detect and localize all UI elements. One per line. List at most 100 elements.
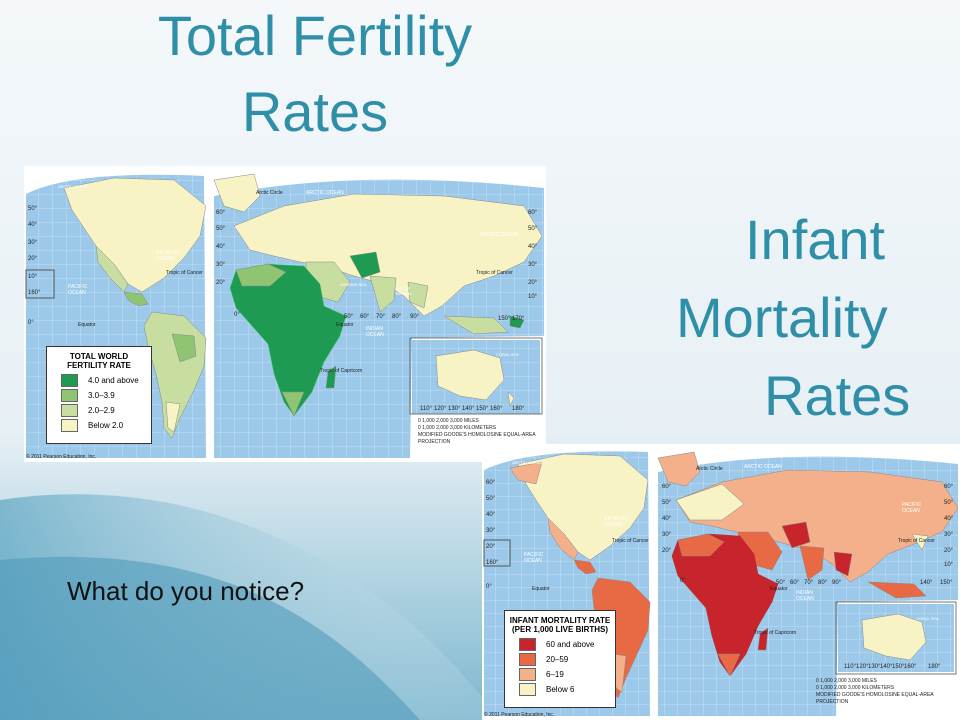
label-pacific-ocean-east: PACIFIC OCEAN — [480, 232, 519, 238]
legend-swatch — [519, 638, 536, 651]
svg-text:40°: 40° — [486, 512, 496, 518]
svg-text:30°: 30° — [944, 532, 954, 538]
indonesia — [867, 581, 927, 599]
title-line-2: Rates — [241, 80, 389, 143]
svg-text:10°: 10° — [528, 294, 538, 300]
mortality-map-graphic: 60°50°40° 30°20°160° 0°60°50° 40°30°20° … — [483, 451, 959, 716]
svg-text:180°: 180° — [928, 664, 941, 670]
mortality-legend-title-1: INFANT MORTALITY RATE — [509, 616, 611, 625]
svg-text:0°: 0° — [680, 578, 686, 584]
m-label-equator-west: Equator — [532, 586, 550, 592]
svg-text:90°: 90° — [410, 314, 420, 320]
svg-text:160°: 160° — [490, 406, 503, 412]
svg-text:30°: 30° — [528, 262, 538, 268]
legend-item: 20–59 — [519, 653, 607, 666]
m-label-arctic-ocean: ARCTIC OCEAN — [512, 460, 543, 465]
legend-swatch — [61, 389, 78, 402]
m-label-tropic-cancer-west: Tropic of Cancer — [612, 538, 649, 544]
legend-item: Below 2.0 — [61, 419, 143, 432]
svg-text:140°: 140° — [462, 406, 475, 412]
north-america — [63, 177, 207, 293]
svg-text:20°: 20° — [28, 256, 38, 262]
svg-text:30°: 30° — [216, 262, 226, 268]
mortality-scale: 0 1,000 2,000 3,000 MILES 0 1,000 2,000 … — [816, 678, 934, 705]
central-america — [573, 559, 597, 575]
fertility-legend: TOTAL WORLD FERTILITY RATE 4.0 and above… — [46, 346, 152, 444]
svg-text:160°: 160° — [28, 290, 41, 296]
mortality-map: 60° 50° 40° 30° 20° 160° 0° 60° 50° 40° 30° 20° … — [482, 444, 960, 720]
legend-swatch — [61, 419, 78, 432]
svg-text:30°: 30° — [486, 528, 496, 534]
m-label-arctic-circle: Arctic Circle — [696, 466, 723, 472]
fertility-legend-title-2: FERTILITY RATE — [67, 361, 131, 370]
svg-text:60°: 60° — [216, 210, 226, 216]
label-tropic-capricorn: Tropic of Capricorn — [320, 368, 363, 374]
legend-item: Below 6 — [519, 683, 607, 696]
mortality-legend: INFANT MORTALITY RATE (PER 1,000 LIVE BI… — [504, 610, 616, 708]
question-text: What do you notice? — [67, 576, 305, 606]
infant-title-line-3: Rates — [764, 364, 911, 427]
label-arabian-sea: ARABIAN SEA — [340, 282, 367, 287]
svg-text:130°: 130° — [448, 406, 461, 412]
label-arctic-ocean: ARCTIC OCEAN — [58, 184, 89, 189]
svg-text:80°: 80° — [818, 580, 828, 586]
svg-text:50°: 50° — [776, 580, 786, 586]
afghanistan-pakistan — [349, 251, 381, 279]
label-pacific-ocean-west: PACIFIC OCEAN — [68, 284, 88, 296]
south-africa — [281, 391, 305, 417]
legend-swatch — [519, 653, 536, 666]
svg-text:0°: 0° — [28, 320, 34, 326]
svg-text:60°: 60° — [360, 314, 370, 320]
mortality-legend-title-2: (PER 1,000 LIVE BIRTHS) — [511, 625, 609, 634]
svg-text:40°: 40° — [662, 516, 672, 522]
legend-item: 4.0 and above — [61, 374, 143, 387]
svg-text:70°: 70° — [376, 314, 386, 320]
svg-text:160°: 160° — [486, 560, 499, 566]
label-indian-ocean: INDIAN OCEAN — [366, 326, 384, 338]
legend-item: 60 and above — [519, 638, 607, 651]
m-label-tropic-cancer-east: Tropic of Cancer — [898, 538, 935, 544]
label-equator-east: Equator — [336, 322, 354, 328]
infant-title-line-1: Infant — [745, 208, 886, 271]
fertility-map-graphic: 50°40°30° 20°10°160° 0°60°50° 40°30°20° … — [25, 173, 544, 459]
svg-text:50°: 50° — [486, 496, 496, 502]
alaska — [509, 461, 543, 485]
m-label-coral-sea: CORAL SEA — [916, 616, 939, 621]
label-tropic-cancer-east: Tropic of Cancer — [476, 270, 513, 276]
m-label-equator-east: Equator — [770, 586, 788, 592]
svg-text:10°: 10° — [28, 274, 38, 280]
legend-swatch — [519, 668, 536, 681]
svg-text:20°: 20° — [944, 548, 954, 554]
legend-item: 6–19 — [519, 668, 607, 681]
svg-text:90°: 90° — [832, 580, 842, 586]
svg-text:20°: 20° — [486, 544, 496, 550]
svg-text:50°: 50° — [28, 206, 38, 212]
infant-title-line-2: Mortality — [676, 286, 888, 349]
svg-text:120°: 120° — [434, 406, 447, 412]
label-tropic-cancer-west: Tropic of Cancer — [166, 270, 203, 276]
europe — [675, 483, 745, 521]
svg-text:50°: 50° — [216, 226, 226, 232]
svg-text:20°: 20° — [662, 548, 672, 554]
legend-item: 2.0–2.9 — [61, 404, 143, 417]
australia — [435, 349, 505, 401]
m-label-indian-ocean: INDIAN OCEAN — [796, 590, 814, 602]
label-arctic-circle: Arctic Circle — [256, 190, 283, 196]
south-africa — [717, 653, 741, 677]
svg-text:50°: 50° — [528, 226, 538, 232]
legend-swatch — [61, 404, 78, 417]
svg-text:60°: 60° — [486, 480, 496, 486]
label-equator-west: Equator — [78, 322, 96, 328]
svg-text:30°: 30° — [662, 532, 672, 538]
fertility-map: 50° 40° 30° 20° 10° 160° 0° 60° 50° 40° 30° 20° … — [24, 166, 546, 462]
greenland — [213, 173, 261, 213]
svg-text:170°: 170° — [512, 316, 525, 322]
svg-text:20°: 20° — [216, 280, 226, 286]
africa — [229, 263, 347, 417]
label-arctic-ocean-east: ARCTIC OCEAN — [306, 190, 344, 196]
svg-text:50°: 50° — [344, 314, 354, 320]
m-label-pacific-ocean-east: PACIFIC OCEAN — [902, 502, 922, 514]
svg-text:0°: 0° — [486, 584, 492, 590]
madagascar — [757, 627, 769, 651]
central-america — [123, 291, 149, 307]
